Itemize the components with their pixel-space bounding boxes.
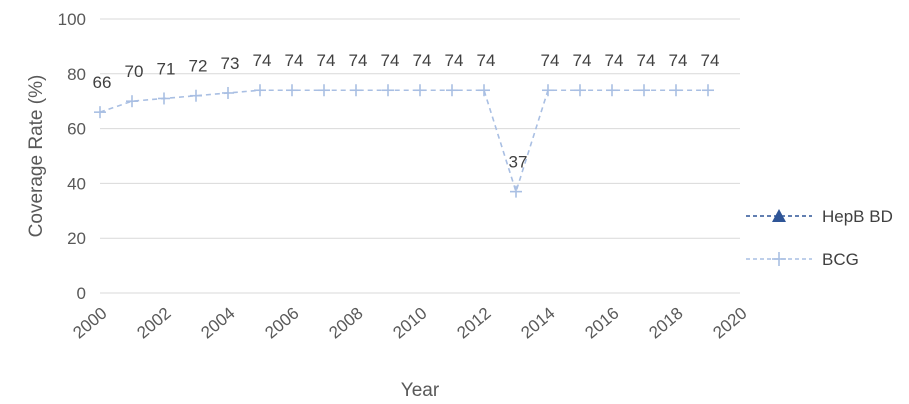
x-tick-label: 2016 <box>581 304 622 343</box>
data-label: 74 <box>317 51 336 70</box>
data-label: 74 <box>541 51 560 70</box>
data-label: 74 <box>445 51 464 70</box>
data-point <box>606 84 618 97</box>
data-point <box>638 84 650 97</box>
data-point <box>222 86 234 99</box>
x-tick-label: 2018 <box>645 304 686 343</box>
data-label: 74 <box>701 51 720 70</box>
data-point <box>286 84 298 97</box>
data-label: 74 <box>349 51 368 70</box>
data-point <box>670 84 682 97</box>
data-point <box>350 84 362 97</box>
data-label: 74 <box>605 51 624 70</box>
data-label: 72 <box>189 57 208 76</box>
x-tick-label: 2002 <box>133 304 174 343</box>
legend-entry: HepB BD <box>746 207 893 226</box>
data-point <box>446 84 458 97</box>
data-label: 74 <box>381 51 400 70</box>
data-point <box>190 89 202 102</box>
data-label: 37 <box>509 153 528 172</box>
data-point <box>126 95 138 108</box>
x-tick-label: 2012 <box>453 304 494 343</box>
x-tick-label: 2010 <box>389 304 430 343</box>
data-label: 74 <box>573 51 592 70</box>
y-tick-label: 80 <box>67 65 86 84</box>
data-label: 74 <box>669 51 688 70</box>
y-axis-title: Coverage Rate (%) <box>26 75 47 238</box>
data-point <box>318 84 330 97</box>
gridlines <box>100 18 740 294</box>
data-point <box>382 84 394 97</box>
x-axis-title: Year <box>401 380 440 401</box>
data-label: 74 <box>637 51 656 70</box>
data-label: 74 <box>253 51 272 70</box>
data-point <box>702 84 714 97</box>
y-tick-label: 0 <box>77 284 86 303</box>
y-tick-label: 60 <box>67 120 86 139</box>
data-point <box>94 106 106 119</box>
data-point <box>510 185 522 198</box>
x-tick-label: 2000 <box>69 304 110 343</box>
series-line-bcg <box>99 89 708 195</box>
data-point <box>254 84 266 97</box>
y-tick-label: 100 <box>58 10 86 29</box>
legend: HepB BD BCG <box>746 207 893 269</box>
y-tick-label: 20 <box>67 229 86 248</box>
data-label: 73 <box>221 54 240 73</box>
data-point <box>574 84 586 97</box>
data-point <box>414 84 426 97</box>
data-label: 70 <box>125 62 144 81</box>
y-tick-label: 40 <box>67 174 86 193</box>
data-point <box>158 92 170 105</box>
legend-label: BCG <box>822 250 859 269</box>
data-label: 66 <box>93 73 112 92</box>
legend-label: HepB BD <box>822 207 893 226</box>
data-label: 74 <box>477 51 496 70</box>
x-axis-ticks: 2000 2002 2004 2006 2008 2010 2012 2014 2016 2018… <box>69 304 750 343</box>
x-tick-label: 2008 <box>325 304 366 343</box>
x-tick-label: 2014 <box>517 304 558 343</box>
data-point <box>478 84 490 97</box>
data-label: 74 <box>413 51 432 70</box>
legend-entry: BCG <box>746 250 859 269</box>
y-axis-ticks: 0 20 40 60 80 100 <box>58 10 86 303</box>
data-labels: 66 70 71 72 73 74 74 74 74 74 74 74 74 37 74 74 74 74 74 74 <box>93 51 720 171</box>
data-label: 74 <box>285 51 304 70</box>
x-tick-label: 2006 <box>261 304 302 343</box>
series-layer <box>94 84 714 198</box>
legend-marker-triangle <box>772 209 786 222</box>
x-tick-label: 2004 <box>197 304 238 343</box>
x-tick-label: 2020 <box>709 304 750 343</box>
data-point <box>542 84 554 97</box>
data-label: 71 <box>157 59 176 78</box>
